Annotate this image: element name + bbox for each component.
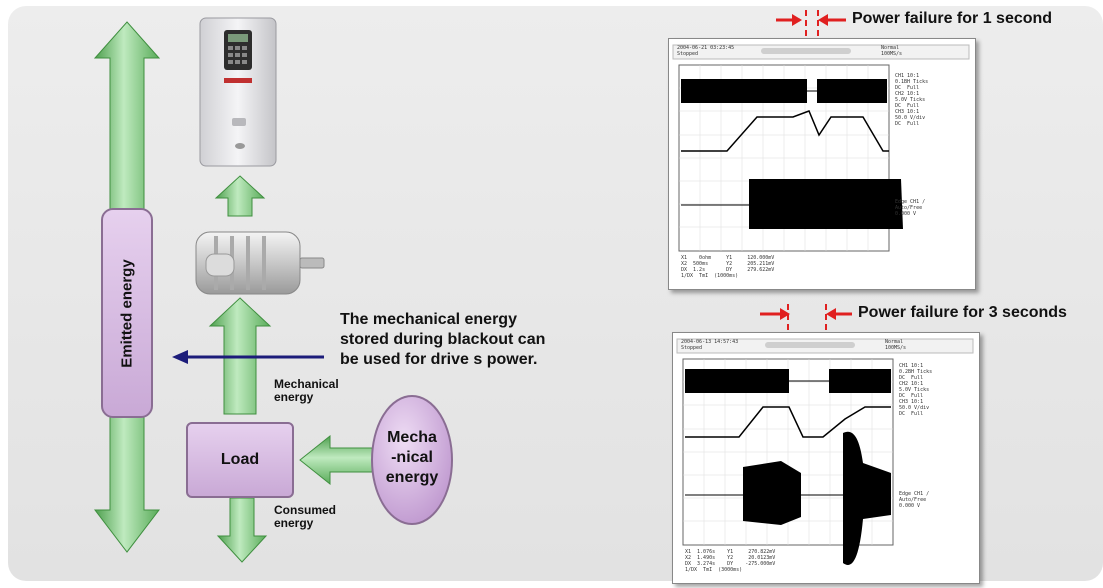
scope1-side-text: CH1 10:1 0.1BH Ticks DC Full CH2 10:1 5.… [895,73,929,127]
scope1-header-right2: 100MS/s [881,51,903,57]
scope1-side-text2: Edge CH1 / Auto/Free 0.000 V [895,199,926,217]
scope2-header-right: Normal [885,339,904,345]
mecha-line-2: -nical [391,449,433,466]
scope2-header-sub: Stopped [681,345,703,351]
arrow-up-to-inverter [214,175,266,217]
emitted-energy-box: Emitted energy [101,208,153,418]
oscilloscope-screen-3s: 2004-06-13 14:57:43 Stopped Normal 100MS… [672,332,980,584]
mechanical-energy-line-2: energy [274,390,314,404]
motor-image [195,231,325,295]
mechanical-to-load-arrow [299,434,373,486]
mechanical-energy-line-1: Mechanical [274,377,339,391]
scope1-header-left: 2004-06-21 03:23:45 [677,45,735,51]
scope1-header-sub: Stopped [677,51,699,57]
description-line-1: The mechanical energy [340,311,517,328]
load-box: Load [186,422,294,498]
description-text: The mechanical energy stored during blac… [340,310,545,370]
scope2-header-left: 2004-06-13 14:57:43 [681,339,739,345]
mecha-line-3: energy [385,469,439,486]
scope2-header-right2: 100MS/s [885,345,907,351]
consumed-line-1: Consumed [274,503,337,517]
scope2-footer: X1 1.076s Y1 270.822mV X2 1.490s Y2 20.0… [685,549,776,573]
mechanical-ellipse-text: Mecha -nical energy [372,428,452,488]
mechanical-energy-ellipse [371,395,453,525]
mechanical-energy-label: Mechanical energy [274,378,339,404]
consumed-energy-arrow [216,497,268,563]
power-failure-3s-label: Power failure for 3 seconds [858,304,1067,321]
load-label: Load [220,451,260,468]
consumed-line-2: energy [274,516,314,530]
scope2-waveforms [676,338,974,565]
consumed-energy-label: Consumed energy [274,504,336,530]
description-line-2: stored during blackout can [340,331,546,348]
scope1-header-right: Normal [881,45,900,51]
power-failure-1s-label: Power failure for 1 second [852,10,1053,27]
emitted-energy-label: Emitted energy [118,258,136,368]
description-line-3: be used for drive s power. [340,351,538,368]
scope1-waveforms [672,44,970,252]
scope2-side-text: CH1 10:1 0.2BH Ticks DC Full CH2 10:1 5.… [899,363,933,417]
oscilloscope-screen-1s: 2004-06-21 03:23:45 Stopped Normal 100MS… [668,38,976,290]
scope2-side-text2: Edge CH1 / Auto/Free 0.000 V [899,491,930,509]
mecha-line-1: Mecha [387,429,437,446]
inverter-image [199,17,277,167]
blue-left-arrow [172,350,324,364]
scope1-footer: X1 0ohm Y1 120.000mV X2 500ms Y2 205.211… [681,255,775,279]
